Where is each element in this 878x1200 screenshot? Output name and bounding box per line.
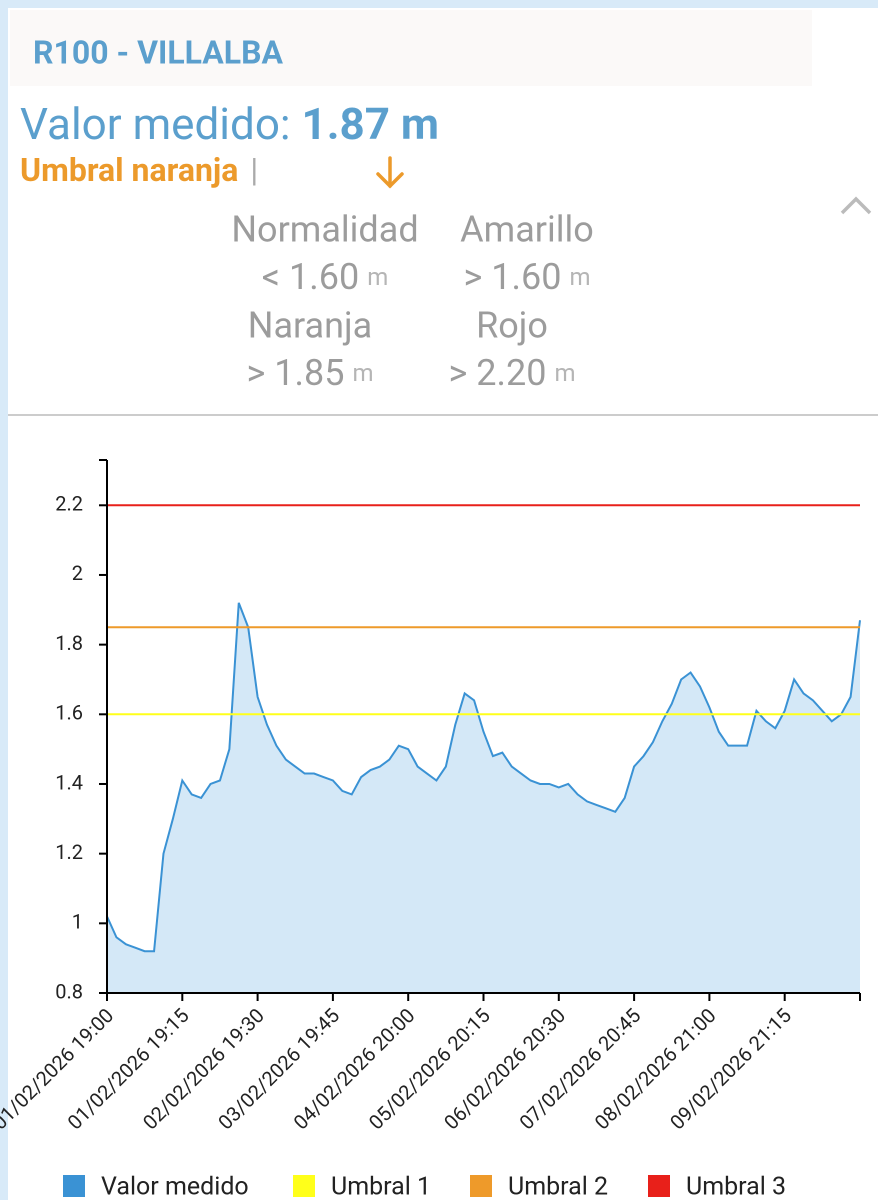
y-tick-label: 1.2 (55, 840, 83, 864)
measured-value: 1.87 m (302, 98, 440, 150)
measured-label: Valor medido: (20, 98, 291, 150)
y-tick-label: 2.2 (55, 492, 83, 516)
legend-label: Valor medido (101, 1173, 249, 1200)
threshold-name: Amarillo (460, 209, 594, 251)
threshold-name: Normalidad (231, 209, 418, 251)
threshold-value: < 1.60 m (262, 256, 388, 298)
trend-arrow (376, 156, 404, 189)
station-title: R100 - VILLALBA (33, 33, 284, 71)
area-fill (107, 602, 860, 993)
threshold-unit: m (367, 263, 388, 291)
legend-swatch (63, 1175, 85, 1197)
threshold-value: > 1.60 m (464, 256, 591, 298)
threshold-value: > 1.85 m (247, 352, 374, 394)
legend-swatch (293, 1175, 315, 1197)
legend-label: Umbral 2 (508, 1173, 608, 1200)
status-separator: | (250, 151, 258, 189)
legend-swatch (648, 1175, 670, 1197)
threshold-unit: m (352, 359, 373, 387)
threshold-unit: m (569, 263, 590, 291)
threshold-number: < 1.60 (262, 256, 359, 298)
threshold-number: > 2.20 (449, 352, 547, 394)
threshold-name: Rojo (476, 305, 548, 347)
y-tick-label: 0.8 (55, 979, 83, 1003)
y-tick-label: 1.6 (55, 701, 83, 725)
y-tick-label: 1.4 (55, 770, 83, 794)
title-bar (10, 10, 812, 86)
legend-label: Umbral 3 (686, 1173, 786, 1200)
threshold-name: Naranja (248, 305, 372, 347)
y-tick-label: 1 (72, 910, 83, 934)
card (8, 8, 878, 1200)
measured: Valor medido: 1.87 m (20, 98, 439, 150)
y-tick-label: 1.8 (55, 631, 83, 655)
status: Umbral naranja | (20, 151, 258, 189)
legend-label: Umbral 1 (331, 1173, 431, 1200)
data-line (106, 602, 861, 953)
threshold-number: > 1.60 (464, 256, 562, 298)
threshold-number: > 1.85 (247, 352, 345, 394)
y-tick-label: 2 (72, 561, 83, 585)
collapse-chevron[interactable] (840, 196, 872, 215)
threshold-value: > 2.20 m (449, 352, 576, 394)
status-text: Umbral naranja (20, 151, 238, 189)
threshold-unit: m (554, 359, 575, 387)
legend-swatch (470, 1175, 492, 1197)
